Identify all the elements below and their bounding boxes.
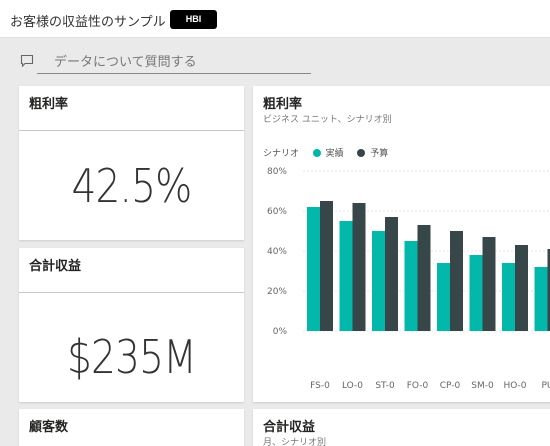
dashboard-title: お客様の収益性のサンプル bbox=[10, 15, 166, 30]
revenue-by-month-tile[interactable]: 合計収益 月、シナリオ別 bbox=[253, 409, 550, 446]
x-tick-label: FO-0 bbox=[407, 381, 429, 391]
bar-actual[interactable] bbox=[404, 241, 418, 331]
total-revenue-value: $235M bbox=[66, 330, 197, 384]
bar-actual[interactable] bbox=[437, 263, 450, 331]
legend-budget-swatch bbox=[357, 149, 366, 157]
customers-card[interactable]: 顧客数 bbox=[19, 409, 244, 446]
bar-budget[interactable] bbox=[450, 231, 463, 331]
bar-actual[interactable] bbox=[372, 231, 385, 331]
card-title: 粗利率 bbox=[29, 97, 69, 112]
x-tick-label: CP-0 bbox=[440, 381, 461, 391]
gross-margin-card[interactable]: 粗利率 42.5% bbox=[19, 86, 244, 240]
legend-actual-label[interactable]: 実績 bbox=[325, 149, 344, 159]
bar-actual[interactable] bbox=[502, 263, 515, 331]
y-tick-label: 80% bbox=[267, 167, 287, 177]
chart-title: 合計収益 bbox=[263, 420, 316, 435]
chart-title: 粗利率 bbox=[263, 97, 303, 112]
bar-budget[interactable] bbox=[320, 201, 333, 331]
chart-subtitle: ビジネス ユニット、シナリオ別 bbox=[263, 115, 392, 125]
card-divider bbox=[19, 130, 244, 131]
chart-subtitle: 月、シナリオ別 bbox=[263, 438, 327, 446]
y-tick-label: 0% bbox=[273, 327, 288, 337]
x-tick-label: FS-0 bbox=[310, 381, 330, 391]
bar-budget[interactable] bbox=[385, 217, 398, 331]
x-tick-label: SM-0 bbox=[471, 381, 494, 391]
bar-budget[interactable] bbox=[482, 237, 496, 331]
bar-budget[interactable] bbox=[417, 225, 431, 331]
card-title: 合計収益 bbox=[29, 259, 82, 274]
total-revenue-card[interactable]: 合計収益 $235M bbox=[19, 248, 244, 402]
y-tick-label: 20% bbox=[267, 287, 287, 297]
x-tick-label: PU bbox=[541, 381, 550, 391]
legend-budget-label[interactable]: 予算 bbox=[370, 149, 389, 159]
bar-budget[interactable] bbox=[547, 249, 550, 331]
y-tick-label: 60% bbox=[267, 207, 287, 217]
gross-margin-value: 42.5% bbox=[71, 159, 193, 213]
bar-actual[interactable] bbox=[339, 221, 353, 331]
bar-chart: 0% 20% 40% 60% 80% FS-0 LO-0 ST-0 FO-0 CP-0 SM-0 HO… bbox=[267, 167, 550, 391]
legend-title: シナリオ bbox=[263, 149, 300, 159]
bar-actual[interactable] bbox=[469, 255, 483, 331]
x-tick-label: ST-0 bbox=[375, 381, 395, 391]
gross-margin-chart-tile[interactable]: 粗利率 ビジネス ユニット、シナリオ別 シナリオ 実績 予算 0% 20% 40% 6… bbox=[253, 86, 550, 402]
qna-underline bbox=[37, 73, 311, 74]
bar-budget[interactable] bbox=[352, 203, 366, 331]
sensitivity-badge[interactable]: HBI bbox=[170, 10, 217, 29]
top-bar: お客様の収益性のサンプル HBI bbox=[0, 0, 550, 38]
bar-actual[interactable] bbox=[534, 267, 548, 331]
card-divider bbox=[19, 292, 244, 293]
y-tick-label: 40% bbox=[267, 247, 287, 257]
bar-budget[interactable] bbox=[515, 245, 528, 331]
qna-placeholder[interactable]: データについて質問する bbox=[54, 55, 197, 70]
x-tick-label: LO-0 bbox=[342, 381, 363, 391]
bar-actual[interactable] bbox=[307, 207, 320, 331]
x-tick-label: HO-0 bbox=[503, 381, 526, 391]
chart-legend: シナリオ 実績 予算 bbox=[263, 146, 388, 159]
legend-actual-swatch bbox=[312, 149, 321, 157]
chat-bubble-icon bbox=[20, 54, 34, 68]
card-title: 顧客数 bbox=[29, 420, 69, 435]
qna-box[interactable]: データについて質問する bbox=[18, 48, 311, 74]
